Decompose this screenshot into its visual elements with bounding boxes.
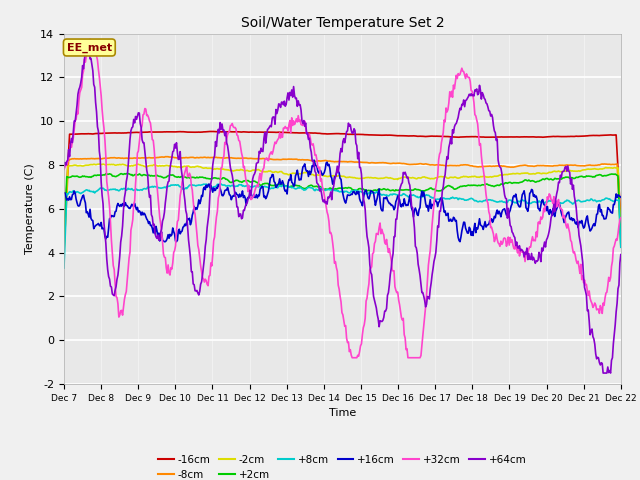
- Legend: -16cm, -8cm, -2cm, +2cm, +8cm, +16cm, +32cm, +64cm: -16cm, -8cm, -2cm, +2cm, +8cm, +16cm, +3…: [154, 450, 531, 480]
- X-axis label: Time: Time: [329, 408, 356, 418]
- Title: Soil/Water Temperature Set 2: Soil/Water Temperature Set 2: [241, 16, 444, 30]
- Y-axis label: Temperature (C): Temperature (C): [24, 163, 35, 254]
- Text: EE_met: EE_met: [67, 42, 112, 53]
